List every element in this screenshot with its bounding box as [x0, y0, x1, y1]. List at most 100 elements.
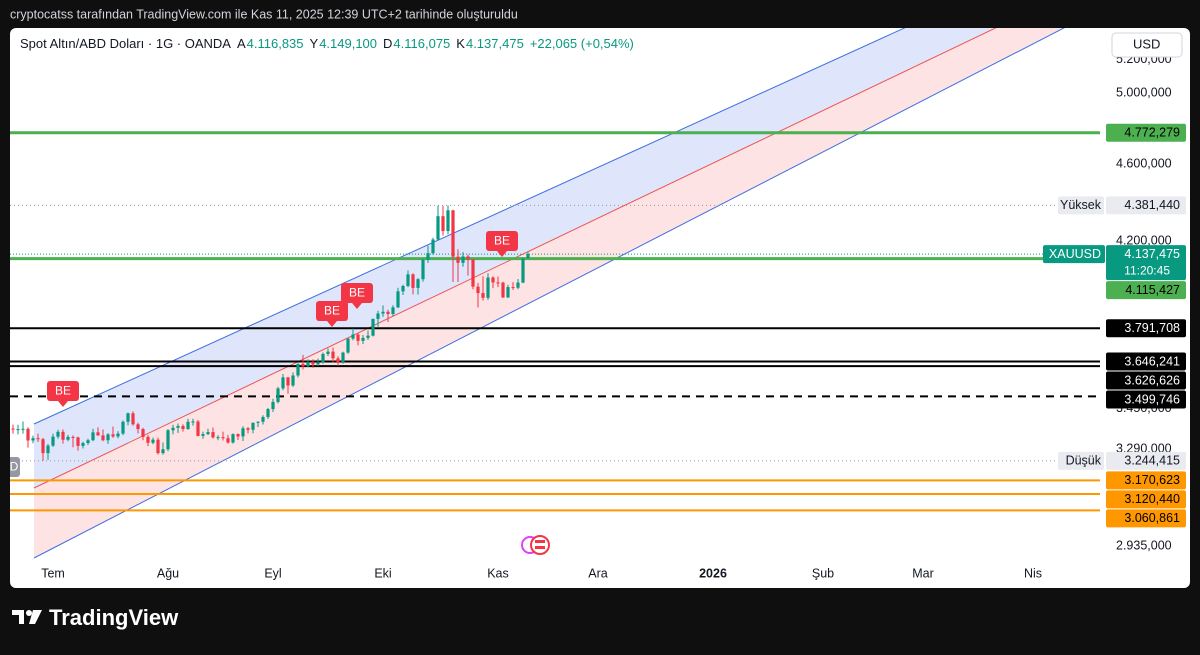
- candle-body: [281, 377, 285, 389]
- candle-body: [141, 429, 145, 437]
- x-tick-label: 2026: [699, 566, 727, 580]
- candle-body: [386, 311, 390, 314]
- candle-body: [326, 351, 330, 354]
- candle-body: [116, 433, 120, 437]
- candle-body: [191, 421, 195, 423]
- candle-body: [56, 431, 60, 437]
- x-tick-label: Ara: [588, 566, 608, 580]
- level-tag-label: 3.626,626: [1124, 373, 1180, 387]
- candle-body: [376, 313, 380, 319]
- high-low-tag: [1106, 196, 1186, 215]
- high-low-label: 4.381,440: [1124, 198, 1180, 212]
- ohlc-value: 4.116,075: [393, 36, 451, 51]
- candle-body: [16, 429, 20, 431]
- candle-body: [196, 421, 200, 436]
- candle-body: [91, 432, 95, 441]
- note-label: BE: [55, 384, 71, 398]
- brand-name: TradingView: [49, 605, 179, 630]
- candle-body: [441, 216, 445, 232]
- candle-body: [486, 277, 490, 298]
- level-tag-label: 3.170,623: [1124, 473, 1180, 487]
- level-tag: [1106, 352, 1186, 371]
- level-tag: [1106, 123, 1186, 142]
- ohlc-value: 4.137,475: [465, 36, 524, 51]
- candle-body: [331, 351, 335, 359]
- frame-left: [0, 450, 10, 480]
- candle-body: [216, 437, 220, 439]
- countdown: 11:20:45: [1124, 263, 1170, 277]
- candle-body: [421, 259, 425, 280]
- candle-body: [136, 424, 140, 430]
- candle-body: [171, 427, 175, 431]
- candle-body: [276, 388, 280, 402]
- candle-body: [271, 401, 275, 410]
- candle-body: [226, 438, 230, 443]
- flag-stripe: [535, 540, 545, 543]
- annotations: BE BE BE BE D: [2, 231, 518, 477]
- x-tick-label: Tem: [41, 566, 65, 580]
- candle-body: [126, 413, 130, 422]
- candle-body: [301, 363, 305, 367]
- candle-body: [101, 435, 105, 441]
- high-low-label: 3.244,415: [1124, 454, 1180, 468]
- candle-body: [161, 449, 165, 454]
- levels: [10, 131, 1100, 512]
- candle-body: [491, 277, 495, 283]
- logo-mark: [12, 610, 24, 624]
- candle-body: [231, 434, 235, 443]
- candle-body: [81, 443, 85, 446]
- candle-body: [131, 413, 135, 425]
- price-tags: 4.772,279 Yüksek 4.381,440 XAUUSD 4.137,475 1…: [1043, 123, 1186, 528]
- level-tag: [1106, 319, 1186, 338]
- candle-body: [306, 362, 310, 367]
- ohlc-key: Y: [309, 36, 319, 51]
- legend: Spot Altın/ABD Doları · 1G · OANDA A4.11…: [20, 36, 634, 51]
- currency-label[interactable]: USD: [1133, 36, 1160, 51]
- candle-body: [431, 239, 435, 254]
- candle-body: [241, 428, 245, 437]
- ohlc-item: D4.116,075: [383, 36, 450, 51]
- y-tick-label: 2.935,000: [1116, 538, 1172, 552]
- level-tag-label: 4.115,427: [1125, 283, 1180, 297]
- candle-body: [416, 279, 420, 288]
- candle-body: [181, 426, 185, 430]
- candle-body: [481, 293, 485, 298]
- candle-body: [516, 282, 520, 288]
- candle-body: [41, 439, 45, 454]
- ohlc-key: A: [236, 36, 246, 51]
- edge-label: D: [10, 460, 19, 474]
- event-icon: [530, 535, 550, 555]
- note-label: BE: [349, 286, 365, 300]
- candle-body: [186, 421, 190, 430]
- candle-body: [21, 428, 25, 430]
- candle-body: [361, 337, 365, 341]
- candle-body: [401, 286, 405, 292]
- level-tag-label: 3.646,241: [1124, 354, 1180, 368]
- candle-body: [466, 256, 470, 260]
- candle-body: [51, 436, 55, 446]
- ohlc-value: 4.116,835: [246, 36, 304, 51]
- currency-button[interactable]: [1111, 32, 1183, 58]
- note-box: [47, 381, 79, 401]
- candle-body: [446, 210, 450, 232]
- candle-body: [526, 254, 530, 259]
- level-tag: [1106, 471, 1186, 490]
- ohlc-item: A4.116,835: [237, 36, 304, 51]
- note-pointer: [497, 251, 507, 257]
- high-low-tag: [1106, 451, 1186, 470]
- candle-body: [426, 253, 430, 260]
- level-tag: [1106, 390, 1186, 409]
- level-tag-label: 3.120,440: [1124, 492, 1180, 506]
- y-tick-label: 4.600,000: [1116, 156, 1172, 170]
- candle-body: [381, 311, 385, 314]
- candle-body: [76, 437, 80, 446]
- note-label: BE: [324, 304, 340, 318]
- level-tag-label: 3.791,708: [1124, 321, 1180, 335]
- candle-body: [156, 439, 160, 454]
- candle-body: [66, 436, 70, 440]
- candle-body: [371, 318, 375, 336]
- flag-stripe: [535, 546, 545, 549]
- level-tag: [1106, 371, 1186, 390]
